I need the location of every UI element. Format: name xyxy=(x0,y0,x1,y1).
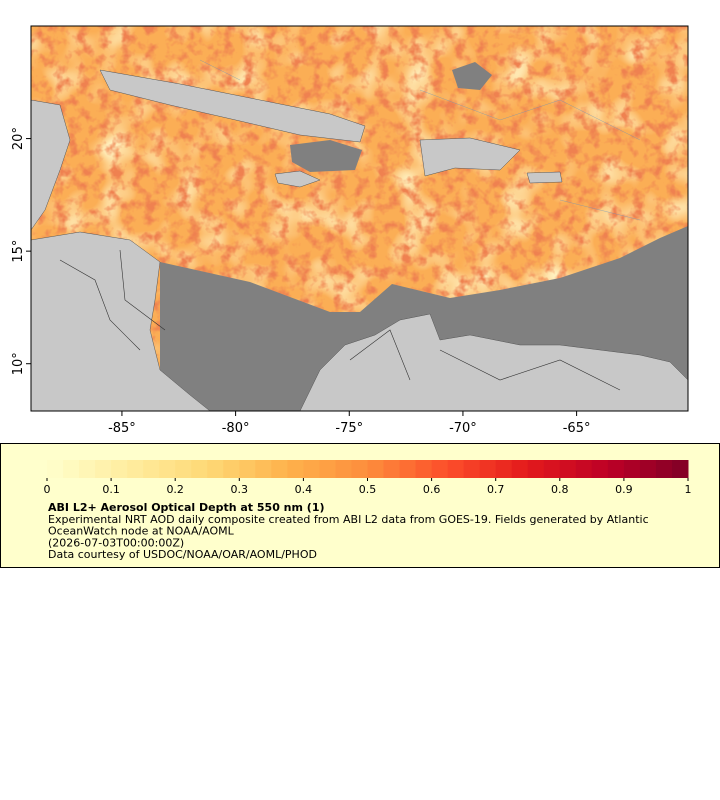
no-data xyxy=(290,140,362,172)
colorbar-step xyxy=(543,460,561,478)
colorbar-step xyxy=(207,460,224,478)
colorbar-step xyxy=(351,460,368,478)
colorbar-step xyxy=(111,460,128,478)
colorbar-step xyxy=(303,460,320,478)
colorbar-step xyxy=(95,460,112,478)
colorbar-label: 0.8 xyxy=(551,483,569,496)
y-tick-label: 10° xyxy=(11,352,26,375)
land xyxy=(274,170,321,188)
colorbar-step xyxy=(575,460,593,478)
colorbar-label: 0.9 xyxy=(615,483,633,496)
colorbar-step xyxy=(559,460,577,478)
colorbar-step xyxy=(127,460,144,478)
colorbar-step xyxy=(335,460,352,478)
colorbar-label: 1 xyxy=(685,483,692,496)
colorbar-step xyxy=(63,460,80,478)
colorbar-step xyxy=(79,460,96,478)
x-tick-label: -85° xyxy=(108,421,136,436)
colorbar-label: 0.4 xyxy=(295,483,313,496)
colorbar-step xyxy=(239,460,256,478)
axes: -85° -80° -75° -70° -65° 10° 15° 20° xyxy=(11,127,590,436)
no-data xyxy=(452,62,492,90)
x-tick-label: -75° xyxy=(335,421,363,436)
y-tick-label: 20° xyxy=(11,127,26,150)
colorbar-step xyxy=(591,460,609,478)
colorbar-step xyxy=(319,460,336,478)
colorbar-label: 0.3 xyxy=(231,483,249,496)
colorbar-step xyxy=(287,460,304,478)
colorbar: 0 0.1 0.2 0.3 0.4 0.5 0.6 0.7 0.8 0.9 1 xyxy=(44,460,692,496)
colorbar-step xyxy=(255,460,272,478)
legend-line: (2026-07-03T00:00:00Z) xyxy=(48,536,184,549)
map-frame xyxy=(30,25,689,412)
colorbar-step xyxy=(655,460,673,478)
colorbar-step xyxy=(495,460,513,478)
colorbar-step xyxy=(47,460,64,478)
colorbar-step xyxy=(383,460,401,478)
land xyxy=(299,313,688,411)
colorbar-step xyxy=(415,460,433,478)
colorbar-step xyxy=(175,460,192,478)
colorbar-label: 0.7 xyxy=(487,483,505,496)
colorbar-step xyxy=(223,460,240,478)
colorbar-step xyxy=(271,460,288,478)
map-raster xyxy=(31,26,688,411)
colorbar-step xyxy=(431,460,449,478)
x-tick-label: -65° xyxy=(563,421,591,436)
colorbar-step xyxy=(447,460,465,478)
colorbar-step xyxy=(463,460,481,478)
colorbar-step xyxy=(639,460,657,478)
legend-line: OceanWatch node at NOAA/AOML xyxy=(48,525,235,538)
land xyxy=(419,137,521,177)
border xyxy=(59,249,621,391)
y-tick-label: 15° xyxy=(11,240,26,263)
land xyxy=(31,99,71,231)
x-tick-label: -80° xyxy=(222,421,250,436)
colorbar-step xyxy=(607,460,625,478)
colorbar-step xyxy=(511,460,529,478)
colorbar-label: 0.2 xyxy=(166,483,184,496)
land xyxy=(31,231,211,411)
colorbar-label: 0.1 xyxy=(102,483,120,496)
x-tick-label: -70° xyxy=(449,421,477,436)
colorbar-step xyxy=(159,460,176,478)
colorbar-step xyxy=(479,460,497,478)
legend-line: Experimental NRT AOD daily composite cre… xyxy=(48,513,649,526)
colorbar-step xyxy=(671,460,689,478)
colorbar-step xyxy=(527,460,545,478)
colorbar-label: 0 xyxy=(44,483,51,496)
legend-text: Experimental NRT AOD daily composite cre… xyxy=(48,513,649,561)
colorbar-step xyxy=(143,460,160,478)
land xyxy=(526,171,563,184)
colorbar-step xyxy=(191,460,208,478)
river xyxy=(199,59,641,221)
colorbar-step xyxy=(367,460,385,478)
colorbar-label: 0.6 xyxy=(423,483,441,496)
land xyxy=(99,69,366,143)
colorbar-step xyxy=(399,460,417,478)
legend-title: ABI L2+ Aerosol Optical Depth at 550 nm … xyxy=(48,501,325,514)
colorbar-step xyxy=(623,460,641,478)
legend-line: Data courtesy of USDOC/NOAA/OAR/AOML/PHO… xyxy=(48,548,317,561)
colorbar-label: 0.5 xyxy=(359,483,377,496)
